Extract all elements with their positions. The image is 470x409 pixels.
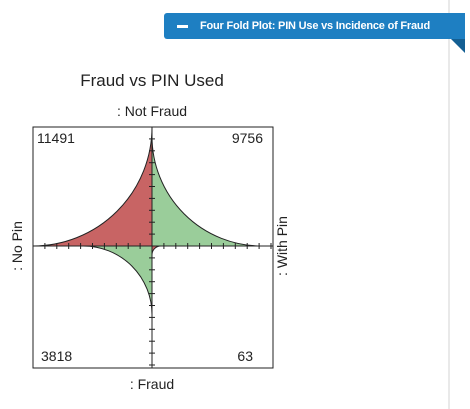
minus-icon[interactable] bbox=[177, 24, 188, 28]
col-label-left: : No Pin bbox=[9, 221, 25, 271]
header-ribbon-fold bbox=[451, 39, 465, 53]
row-label-bottom: : Fraud bbox=[130, 376, 174, 392]
cell-count-no-pin-fraud: 3818 bbox=[41, 348, 72, 364]
fourfold-section-header[interactable]: Four Fold Plot: PIN Use vs Incidence of … bbox=[164, 13, 465, 39]
row-label-top: : Not Fraud bbox=[117, 103, 187, 119]
cell-count-no-pin-not-fraud: 11491 bbox=[37, 130, 75, 146]
wedge-with-pin-not-fraud bbox=[151, 136, 262, 247]
cell-count-with-pin-not-fraud: 9756 bbox=[232, 130, 263, 146]
section-title: Four Fold Plot: PIN Use vs Incidence of … bbox=[200, 20, 430, 32]
fourfold-plot: Fraud vs PIN Used : Not Fraud : Fraud : … bbox=[9, 71, 290, 392]
chart-title: Fraud vs PIN Used bbox=[80, 71, 224, 90]
wedge-no-pin-not-fraud bbox=[32, 126, 153, 247]
panel-border bbox=[448, 0, 450, 409]
cell-count-with-pin-fraud: 63 bbox=[237, 348, 253, 364]
col-label-right: : With Pin bbox=[274, 216, 290, 276]
